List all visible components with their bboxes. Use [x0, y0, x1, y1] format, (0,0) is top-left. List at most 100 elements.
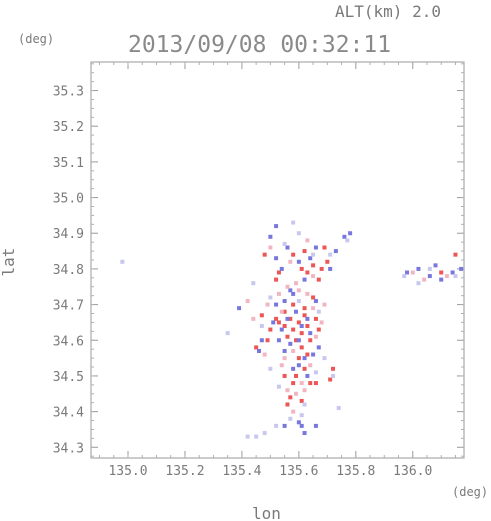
x-tick-label: 135.2	[165, 464, 204, 479]
data-point	[422, 277, 427, 282]
data-point	[316, 327, 321, 332]
data-point	[308, 363, 313, 368]
y-tick-label: 35.0	[53, 192, 84, 207]
data-point	[259, 324, 264, 328]
data-point	[305, 352, 310, 357]
data-point	[274, 316, 279, 321]
data-point	[296, 259, 301, 264]
data-point	[299, 398, 304, 403]
data-point	[282, 324, 287, 328]
data-point	[268, 234, 273, 239]
data-point	[299, 381, 304, 386]
y-tick-label: 35.1	[53, 156, 84, 171]
data-point	[402, 274, 407, 279]
data-point	[302, 306, 307, 311]
data-point	[282, 299, 287, 304]
data-point	[291, 327, 296, 332]
data-point	[342, 234, 347, 239]
data-point	[433, 263, 438, 268]
data-point	[291, 348, 296, 353]
data-point	[311, 306, 316, 311]
data-points	[120, 220, 464, 439]
y-tick-label: 34.3	[53, 441, 84, 456]
y-unit-label: (deg)	[18, 32, 54, 46]
data-point	[291, 381, 296, 386]
x-tick-label: 135.8	[336, 464, 375, 479]
data-point	[302, 313, 307, 318]
y-tick-label: 34.9	[53, 227, 84, 242]
data-point	[308, 331, 313, 336]
data-point	[308, 381, 313, 386]
data-point	[285, 402, 290, 407]
data-point	[274, 423, 279, 428]
data-point	[259, 338, 264, 343]
data-point	[288, 416, 293, 421]
data-point	[311, 252, 316, 257]
data-point	[313, 423, 318, 428]
data-point	[302, 249, 307, 254]
data-point	[333, 249, 338, 254]
y-tick-label: 34.6	[53, 334, 84, 349]
data-point	[296, 320, 301, 325]
data-point	[450, 270, 455, 275]
data-point	[285, 245, 290, 250]
data-point	[274, 224, 279, 229]
data-point	[268, 245, 273, 250]
axis-ticks	[91, 62, 464, 458]
data-point	[328, 252, 333, 257]
data-point	[319, 320, 324, 325]
data-point	[311, 263, 316, 268]
y-tick-label: 34.4	[53, 406, 84, 421]
data-point	[322, 302, 327, 307]
data-point	[302, 356, 307, 361]
data-point	[291, 366, 296, 371]
y-tick-label: 34.5	[53, 370, 84, 385]
data-point	[265, 338, 270, 343]
data-point	[288, 341, 293, 346]
y-axis-label: lat	[0, 248, 18, 277]
data-point	[245, 434, 250, 439]
data-point	[331, 366, 336, 371]
x-unit-label: (deg)	[452, 485, 488, 499]
data-point	[313, 381, 318, 386]
data-point	[322, 356, 327, 361]
data-point	[294, 338, 299, 343]
data-point	[285, 388, 290, 393]
data-point	[313, 334, 318, 339]
data-point	[348, 231, 353, 236]
data-point	[319, 266, 324, 271]
data-point	[274, 277, 279, 282]
data-point	[308, 338, 313, 343]
data-point	[299, 423, 304, 428]
data-point	[268, 366, 273, 371]
x-tick-label: 135.0	[108, 464, 147, 479]
data-point	[276, 320, 281, 325]
data-point	[285, 316, 290, 321]
data-point	[294, 309, 299, 314]
altitude-label: ALT(km) 2.0	[335, 2, 441, 21]
data-point	[276, 384, 281, 389]
data-point	[274, 302, 279, 307]
data-point	[282, 423, 287, 428]
data-point	[302, 431, 307, 436]
data-point	[313, 316, 318, 321]
data-point	[285, 284, 290, 289]
data-point	[302, 366, 307, 371]
data-point	[328, 377, 333, 382]
x-tick-label: 136.0	[393, 464, 432, 479]
data-point	[305, 270, 310, 275]
data-point	[296, 288, 301, 293]
data-point	[299, 331, 304, 336]
data-point	[237, 306, 242, 311]
data-point	[459, 266, 464, 271]
data-point	[262, 352, 267, 357]
data-point	[291, 409, 296, 414]
data-point	[276, 291, 281, 296]
data-point	[439, 270, 444, 275]
data-point	[282, 241, 287, 246]
data-point	[288, 316, 293, 321]
data-point	[251, 281, 256, 286]
data-point	[305, 373, 310, 378]
data-point	[254, 434, 259, 439]
data-point	[444, 274, 449, 279]
